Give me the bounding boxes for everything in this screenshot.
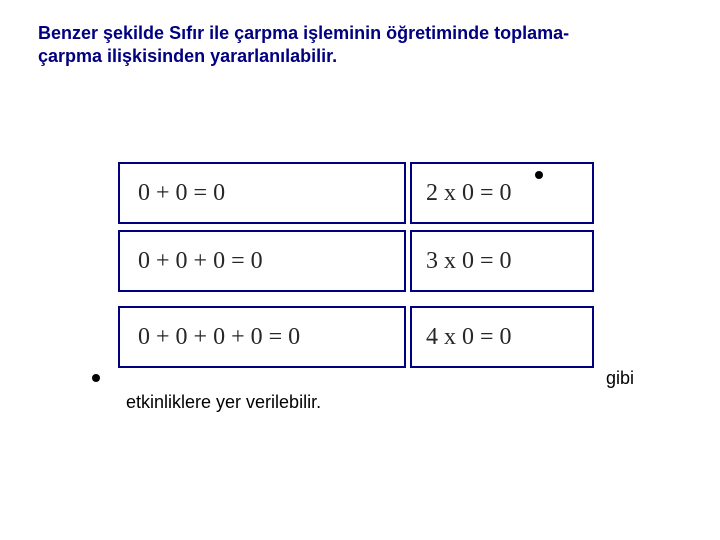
multiplication-cell: 2 x 0 = 0 (410, 162, 594, 224)
multiplication-cell: 4 x 0 = 0 (410, 306, 594, 368)
table-row: 0 + 0 + 0 = 0 3 x 0 = 0 (118, 230, 596, 292)
addition-cell: 0 + 0 + 0 = 0 (118, 230, 406, 292)
table-row: 0 + 0 = 0 2 x 0 = 0 (118, 162, 596, 224)
bullet-icon (92, 374, 100, 382)
trailing-word: gibi (606, 368, 634, 389)
bullet-text: etkinliklere yer verilebilir. (126, 392, 321, 413)
stray-bullet-dot (535, 171, 543, 179)
equation-table: 0 + 0 = 0 2 x 0 = 0 0 + 0 + 0 = 0 3 x 0 … (118, 162, 596, 374)
multiplication-cell: 3 x 0 = 0 (410, 230, 594, 292)
table-row: 0 + 0 + 0 + 0 = 0 4 x 0 = 0 (118, 306, 596, 368)
slide-heading: Benzer şekilde Sıfır ile çarpma işlemini… (38, 22, 598, 69)
addition-cell: 0 + 0 + 0 + 0 = 0 (118, 306, 406, 368)
addition-cell: 0 + 0 = 0 (118, 162, 406, 224)
